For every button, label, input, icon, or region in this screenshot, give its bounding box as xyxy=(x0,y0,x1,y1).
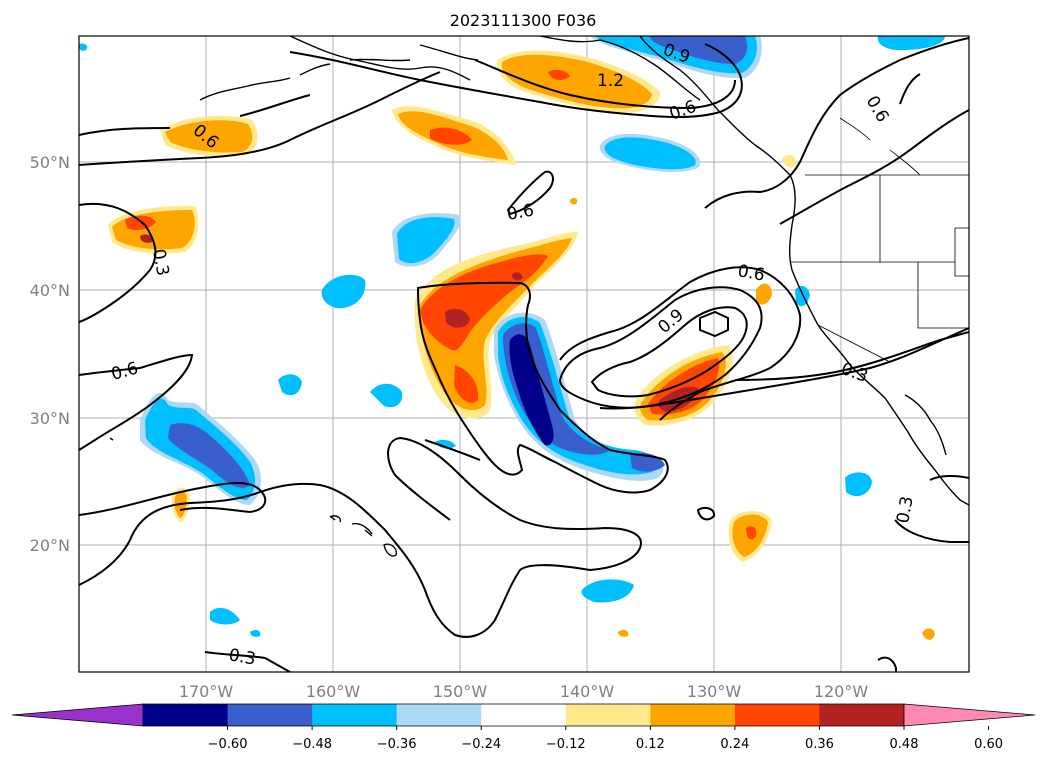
lon-label: 130°W xyxy=(687,682,742,701)
contour-lines xyxy=(79,37,969,672)
contour-label: 0.3 xyxy=(227,645,257,669)
lat-label: 50°N xyxy=(30,153,70,172)
filled-anomaly-shading xyxy=(79,36,945,640)
lon-label: 120°W xyxy=(814,682,869,701)
colorbar-tick-label: 0.12 xyxy=(636,737,665,752)
colorbar-segment xyxy=(312,704,398,726)
lat-label: 20°N xyxy=(30,536,70,555)
contour-label: 0.6 xyxy=(736,261,766,285)
map-title: 2023111300 F036 xyxy=(450,11,597,30)
longitude-labels: 170°W 160°W 150°W 140°W 130°W 120°W xyxy=(179,682,869,701)
colorbar-tick-label: 0.60 xyxy=(974,737,1003,752)
colorbar: −0.60 −0.48 −0.36 −0.24 −0.12 0.12 0.24 0.36 0.4… xyxy=(11,703,1036,752)
lon-label: 170°W xyxy=(179,682,234,701)
latitude-labels: 50°N 40°N 30°N 20°N xyxy=(30,153,70,555)
map-frame xyxy=(78,35,970,673)
lat-label: 30°N xyxy=(30,409,70,428)
contour-label: 1.2 xyxy=(597,71,624,91)
colorbar-segment xyxy=(481,704,567,726)
colorbar-tick-label: −0.48 xyxy=(292,737,332,752)
coastlines xyxy=(109,36,969,557)
colorbar-tick-label: 0.36 xyxy=(805,737,834,752)
colorbar-segment xyxy=(819,704,905,726)
colorbar-segment xyxy=(143,704,229,726)
contour-label: 0.6 xyxy=(505,201,535,225)
colorbar-segment xyxy=(734,704,820,726)
lon-label: 160°W xyxy=(306,682,361,701)
lon-label: 150°W xyxy=(433,682,488,701)
colorbar-tick-label: −0.36 xyxy=(377,737,417,752)
colorbar-tick-label: 0.24 xyxy=(720,737,749,752)
colorbar-segment xyxy=(565,704,651,726)
colorbar-tick-label: −0.60 xyxy=(208,737,248,752)
contour-label: 0.3 xyxy=(893,495,917,525)
colorbar-extend-high xyxy=(903,703,1036,727)
lon-label: 140°W xyxy=(560,682,615,701)
colorbar-segment xyxy=(227,704,313,726)
colorbar-tick-label: −0.12 xyxy=(546,737,586,752)
colorbar-segment xyxy=(396,704,482,726)
state-borders xyxy=(790,117,969,363)
colorbar-extend-low xyxy=(11,703,144,727)
colorbar-tick-label: −0.24 xyxy=(461,737,501,752)
contour-label: 0.3 xyxy=(148,247,172,277)
colorbar-segment xyxy=(650,704,736,726)
lat-label: 40°N xyxy=(30,281,70,300)
colorbar-outline xyxy=(143,703,904,727)
colorbar-tick-label: 0.48 xyxy=(890,737,919,752)
